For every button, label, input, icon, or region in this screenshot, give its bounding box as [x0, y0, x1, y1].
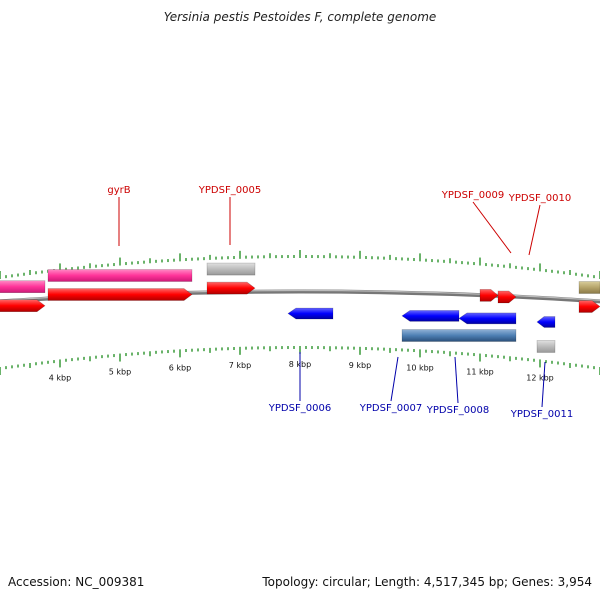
feature-cds-forward[interactable] — [0, 299, 46, 313]
map-title: Yersinia pestis Pestoides F, complete ge… — [163, 10, 437, 24]
feature-YPDSF_0010[interactable] — [497, 290, 517, 304]
topology-text: Topology: circular; Length: 4,517,345 bp… — [262, 575, 592, 589]
callout-line — [390, 356, 399, 402]
feature-cds-forward[interactable] — [206, 281, 256, 295]
feature-gyrB[interactable] — [47, 269, 193, 282]
feature-label[interactable]: gyrB — [107, 185, 130, 196]
tick-label: 6 kbp — [169, 363, 191, 372]
feature-label[interactable]: YPDSF_0008 — [426, 405, 489, 416]
feature-label[interactable]: YPDSF_0010 — [508, 193, 571, 204]
accession-text: Accession: NC_009381 — [8, 575, 145, 589]
feature-gene-forward[interactable] — [0, 280, 46, 294]
callout-line — [528, 204, 541, 256]
tick-label: 5 kbp — [109, 368, 131, 377]
tick-label: 9 kbp — [349, 361, 371, 370]
feature-YPDSF_0008[interactable] — [458, 312, 517, 325]
feature-label[interactable]: YPDSF_0006 — [268, 403, 331, 414]
feature-YPDSF_0005[interactable] — [206, 262, 256, 276]
tick-label: 12 kbp — [526, 373, 554, 382]
feature-YPDSF_0007[interactable] — [401, 310, 460, 322]
tick-label: 10 kbp — [406, 363, 434, 372]
callout-line — [541, 361, 546, 408]
feature-label[interactable]: YPDSF_0009 — [441, 190, 504, 201]
tick-label: 11 kbp — [466, 368, 494, 377]
inner-tick-ring — [0, 346, 600, 375]
feature-tracks — [0, 262, 600, 353]
feature-YPDSF_0011[interactable] — [536, 316, 556, 328]
feature-gene_olive-forward[interactable] — [578, 281, 600, 294]
feature-gene_other-reverse[interactable] — [536, 340, 556, 353]
feature-gene_long-reverse[interactable] — [401, 329, 517, 342]
feature-cds-forward[interactable] — [47, 288, 193, 301]
feature-label[interactable]: YPDSF_0005 — [198, 185, 261, 196]
feature-cds-forward[interactable] — [578, 300, 600, 313]
callout-line — [472, 201, 512, 254]
feature-YPDSF_0009[interactable] — [479, 289, 499, 302]
tick-label: 4 kbp — [49, 373, 71, 382]
feature-YPDSF_0006[interactable] — [287, 307, 334, 320]
callout-line — [454, 356, 459, 404]
feature-label[interactable]: YPDSF_0011 — [510, 409, 573, 420]
tick-label: 7 kbp — [229, 361, 251, 370]
feature-callouts: gyrB YPDSF_0005 YPDSF_0006 YPDSF_0007 YPDSF_… — [107, 185, 573, 420]
feature-label[interactable]: YPDSF_0007 — [359, 403, 422, 414]
